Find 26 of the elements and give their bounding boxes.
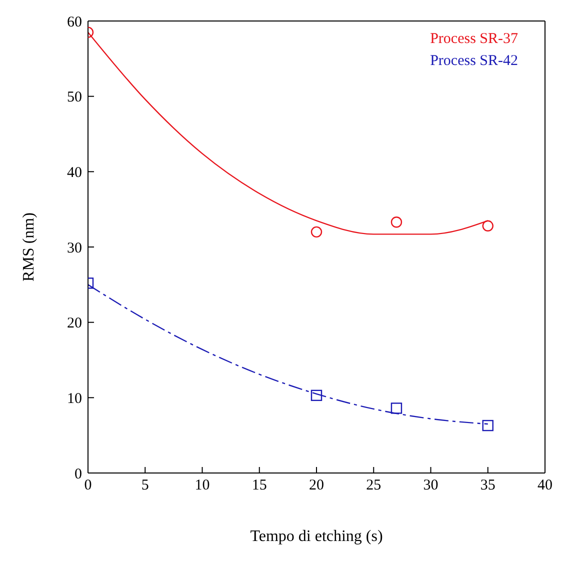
point xyxy=(482,220,494,232)
y-tick-label: 0 xyxy=(74,466,82,482)
x-tick-label: 40 xyxy=(538,478,552,494)
y-tick-label: 30 xyxy=(67,240,82,256)
x-tick-label: 5 xyxy=(141,478,149,494)
x-tick-label: 30 xyxy=(423,478,438,494)
point xyxy=(482,420,494,432)
y-tick-label: 40 xyxy=(67,164,82,181)
point xyxy=(310,226,322,238)
x-tick-label: 25 xyxy=(366,478,382,494)
point xyxy=(390,402,402,414)
y-tick-label: 10 xyxy=(67,390,82,407)
x-tick-label: 20 xyxy=(309,478,324,494)
x-axis-title: Tempo di etching (s) xyxy=(250,528,383,545)
text: Process SR-42 xyxy=(430,52,518,71)
text: Process SR-37 xyxy=(430,30,518,49)
y-axis-title: RMS (nm) xyxy=(20,212,38,282)
y-tick-label: 20 xyxy=(67,316,82,332)
point xyxy=(310,390,322,402)
x-tick-label: 10 xyxy=(194,478,210,494)
point xyxy=(390,216,402,228)
y-tick-label: 50 xyxy=(67,90,82,106)
y-tick-label: 60 xyxy=(67,14,82,30)
x-tick-label: 15 xyxy=(252,478,267,494)
x-tick-label: 0 xyxy=(84,478,92,494)
x-tick-label: 35 xyxy=(480,478,496,494)
